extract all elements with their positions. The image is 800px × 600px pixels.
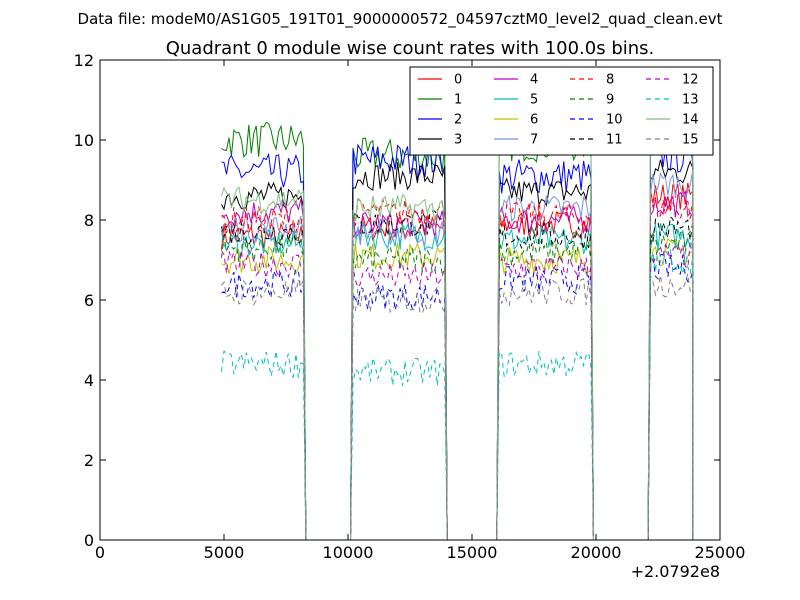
series-line-7 xyxy=(221,170,694,540)
legend-label: 8 xyxy=(606,73,614,88)
legend-label: 9 xyxy=(606,93,614,108)
x-tick-label: 5000 xyxy=(204,543,245,562)
legend-label: 11 xyxy=(606,133,623,148)
series-line-13 xyxy=(221,247,694,540)
x-tick-label: 20000 xyxy=(571,543,622,562)
y-tick-label: 12 xyxy=(74,51,94,70)
series-layer xyxy=(221,98,694,540)
y-tick-label: 8 xyxy=(84,211,94,230)
legend-label: 6 xyxy=(530,113,538,128)
y-tick-label: 6 xyxy=(84,291,94,310)
y-tick-label: 4 xyxy=(84,371,94,390)
legend-label: 10 xyxy=(606,113,623,128)
x-tick-label: 15000 xyxy=(447,543,498,562)
legend-label: 0 xyxy=(454,73,462,88)
series-line-3 xyxy=(221,159,694,540)
series-line-6 xyxy=(221,238,694,540)
legend-label: 4 xyxy=(530,73,538,88)
y-tick-label: 0 xyxy=(84,531,94,550)
series-line-12 xyxy=(221,242,694,540)
y-tick-label: 10 xyxy=(74,131,94,150)
x-offset-label: +2.0792e8 xyxy=(631,562,720,581)
legend-label: 7 xyxy=(530,133,538,148)
series-line-4 xyxy=(221,189,694,540)
series-line-15 xyxy=(221,273,694,540)
series-line-14 xyxy=(221,106,694,540)
series-line-10 xyxy=(221,253,694,540)
x-tick-label: 10000 xyxy=(323,543,374,562)
legend-label: 15 xyxy=(682,133,699,148)
legend-label: 14 xyxy=(682,113,699,128)
legend-label: 3 xyxy=(454,133,462,148)
y-tick-label: 2 xyxy=(84,451,94,470)
series-line-9 xyxy=(221,230,694,540)
x-tick-label: 0 xyxy=(95,543,105,562)
series-line-8 xyxy=(221,197,694,540)
legend-label: 2 xyxy=(454,113,462,128)
legend-label: 12 xyxy=(682,73,699,88)
legend-label: 1 xyxy=(454,93,462,108)
chart-title: Quadrant 0 module wise count rates with … xyxy=(166,38,655,59)
series-line-5 xyxy=(221,222,694,540)
x-tick-label: 25000 xyxy=(695,543,746,562)
figure-suptitle: Data file: modeM0/AS1G05_191T01_90000005… xyxy=(78,10,723,29)
legend-box xyxy=(409,66,714,156)
legend-label: 5 xyxy=(530,93,538,108)
series-line-11 xyxy=(221,210,694,540)
legend-label: 13 xyxy=(682,93,699,108)
